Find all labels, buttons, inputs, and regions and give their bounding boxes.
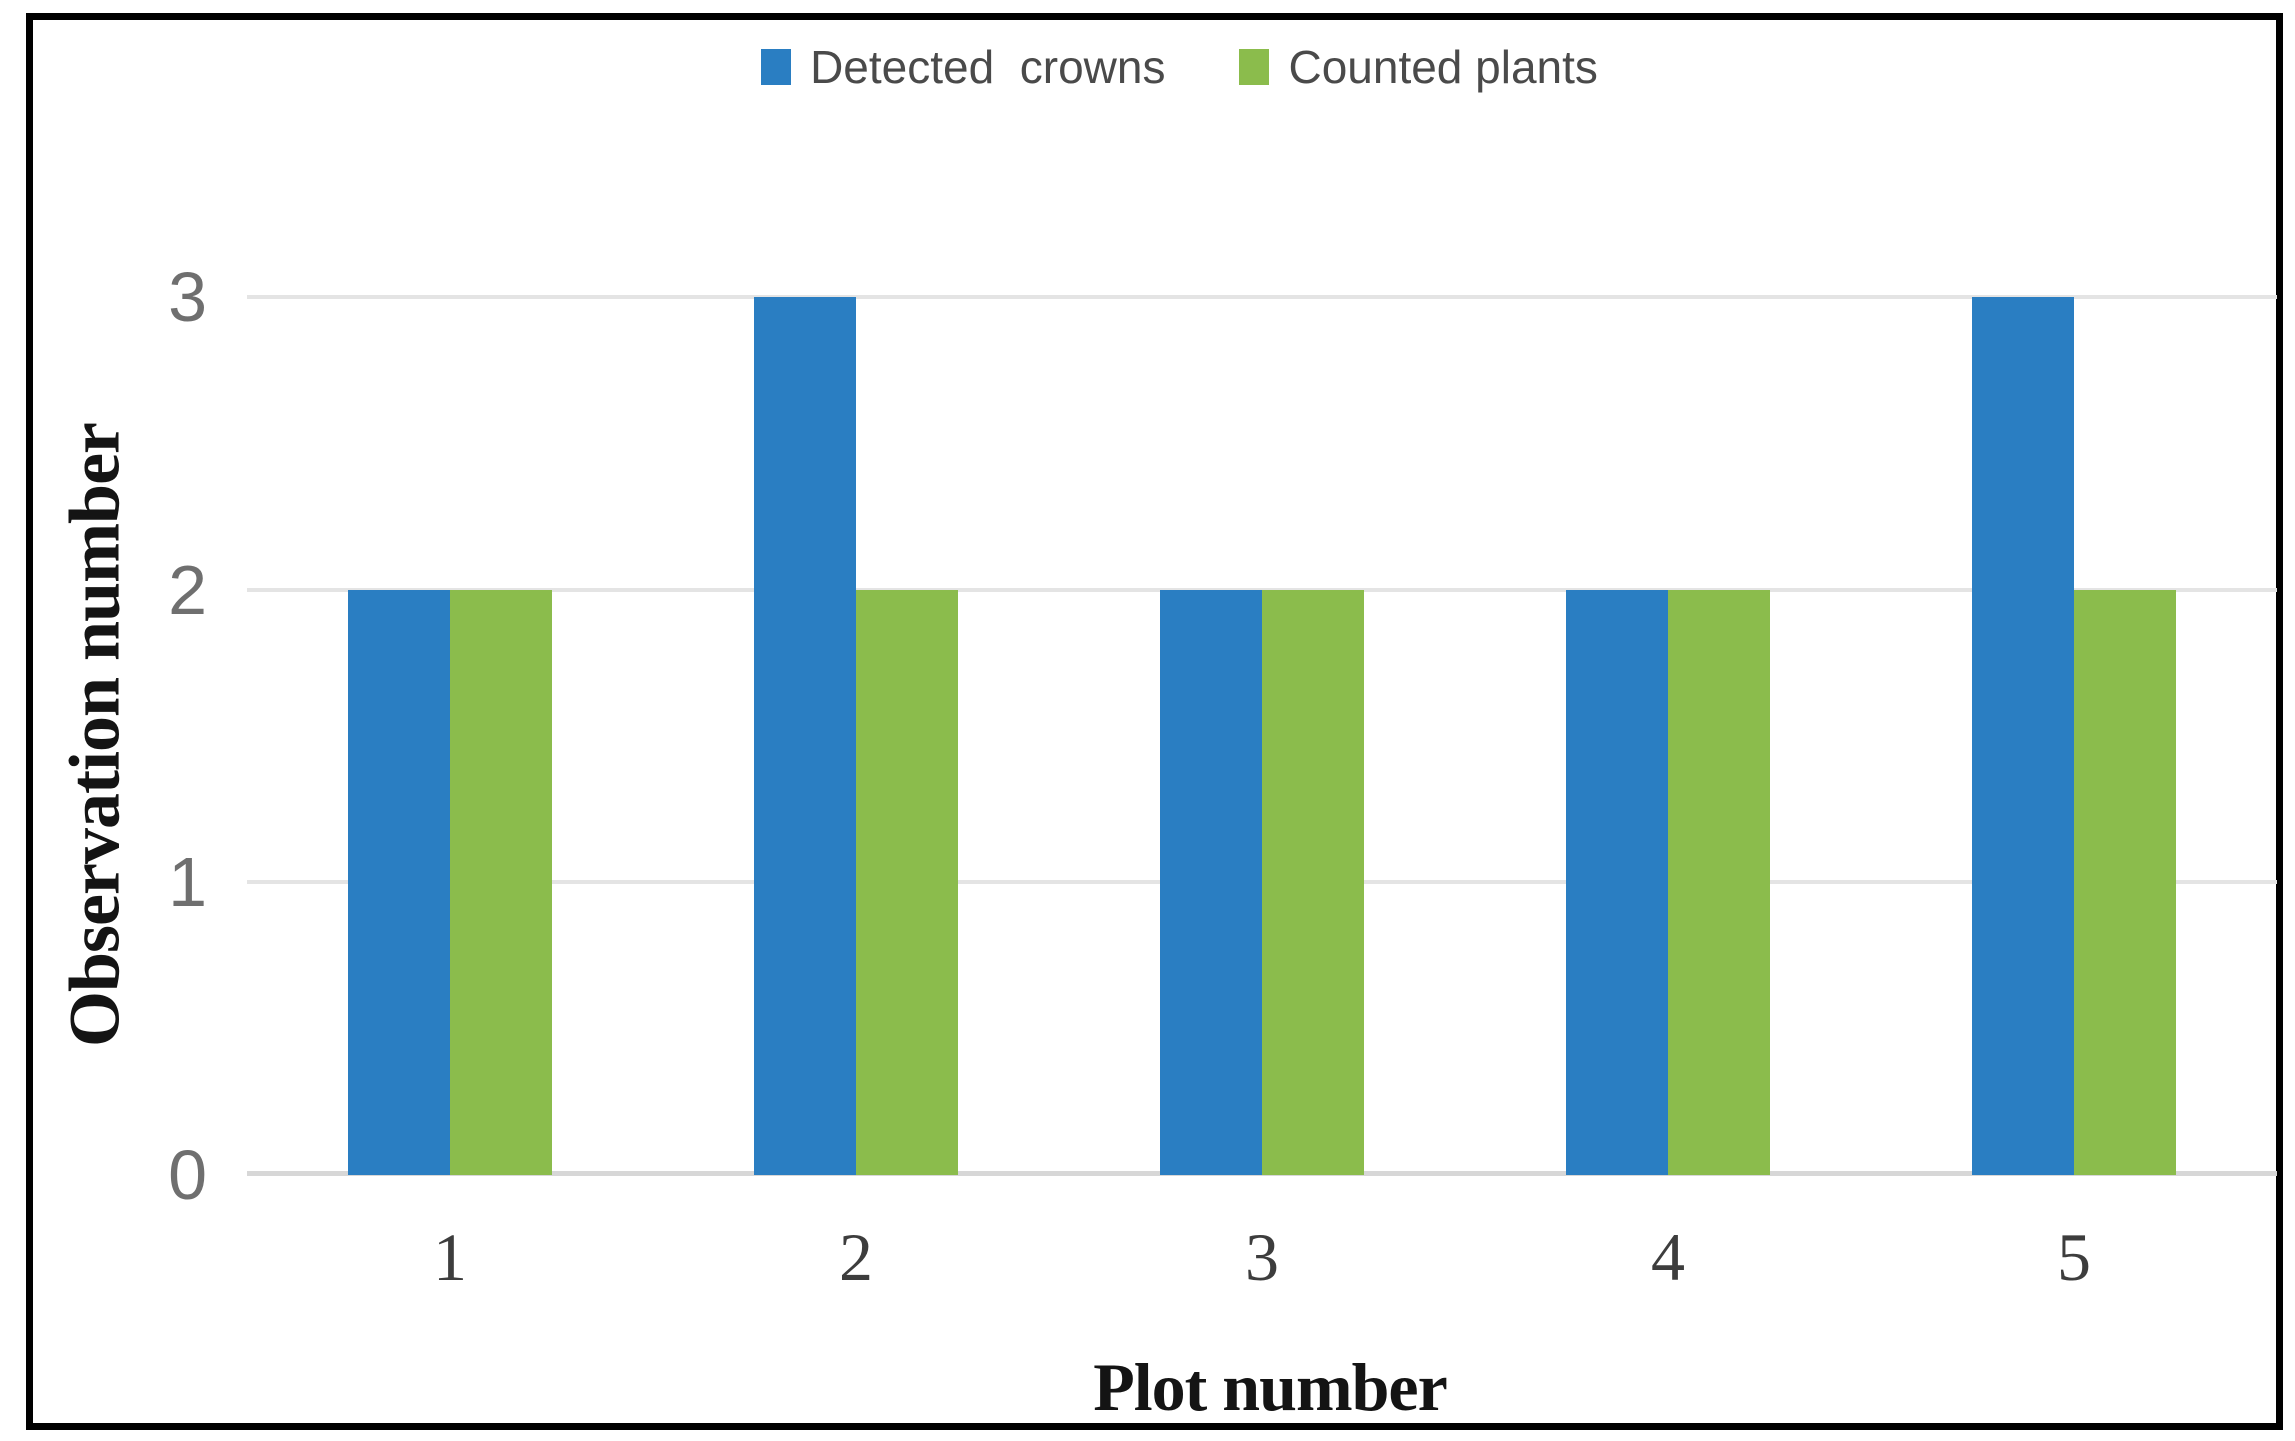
gridline-y3 [247,295,2277,299]
x-tick-label-5: 5 [2057,1219,2091,1295]
x-tick-label-2: 2 [839,1219,873,1295]
bar-detected-crowns-plot-4 [1566,589,1668,1175]
bar-detected-crowns-plot-3 [1160,589,1262,1175]
bar-detected-crowns-plot-1 [348,589,450,1175]
bar-counted-plants-plot-2 [856,589,958,1175]
detected-crowns-label: Detected crowns [810,41,1166,93]
gridline-y2 [247,587,2277,592]
legend-item-counted-plants: Counted plants [1239,41,1598,93]
x-tick-label-3: 3 [1245,1219,1279,1295]
figure-border [26,13,2283,1430]
y-tick-label-1: 1 [168,843,207,922]
y-axis-title: Observation number [54,422,135,1048]
bar-counted-plants-plot-3 [1262,589,1364,1175]
counted-plants-swatch [1239,49,1270,85]
y-tick-label-2: 2 [168,550,207,629]
bar-detected-crowns-plot-2 [754,297,856,1175]
legend-item-detected-crowns: Detected crowns [761,44,1165,90]
legend: Detected crowns Counted plants [32,44,2295,90]
detected-crowns-swatch [761,49,792,85]
x-axis-title: Plot number [1093,1349,1448,1425]
bar-counted-plants-plot-5 [2074,589,2176,1175]
x-tick-label-4: 4 [1651,1219,1685,1295]
x-tick-label-1: 1 [433,1219,467,1295]
bar-detected-crowns-plot-5 [1972,297,2074,1175]
y-tick-label-3: 3 [168,258,207,336]
bar-counted-plants-plot-1 [450,589,552,1175]
counted-plants-label: Counted plants [1288,41,1598,93]
y-tick-label-0: 0 [168,1136,207,1214]
bar-counted-plants-plot-4 [1668,589,1770,1175]
